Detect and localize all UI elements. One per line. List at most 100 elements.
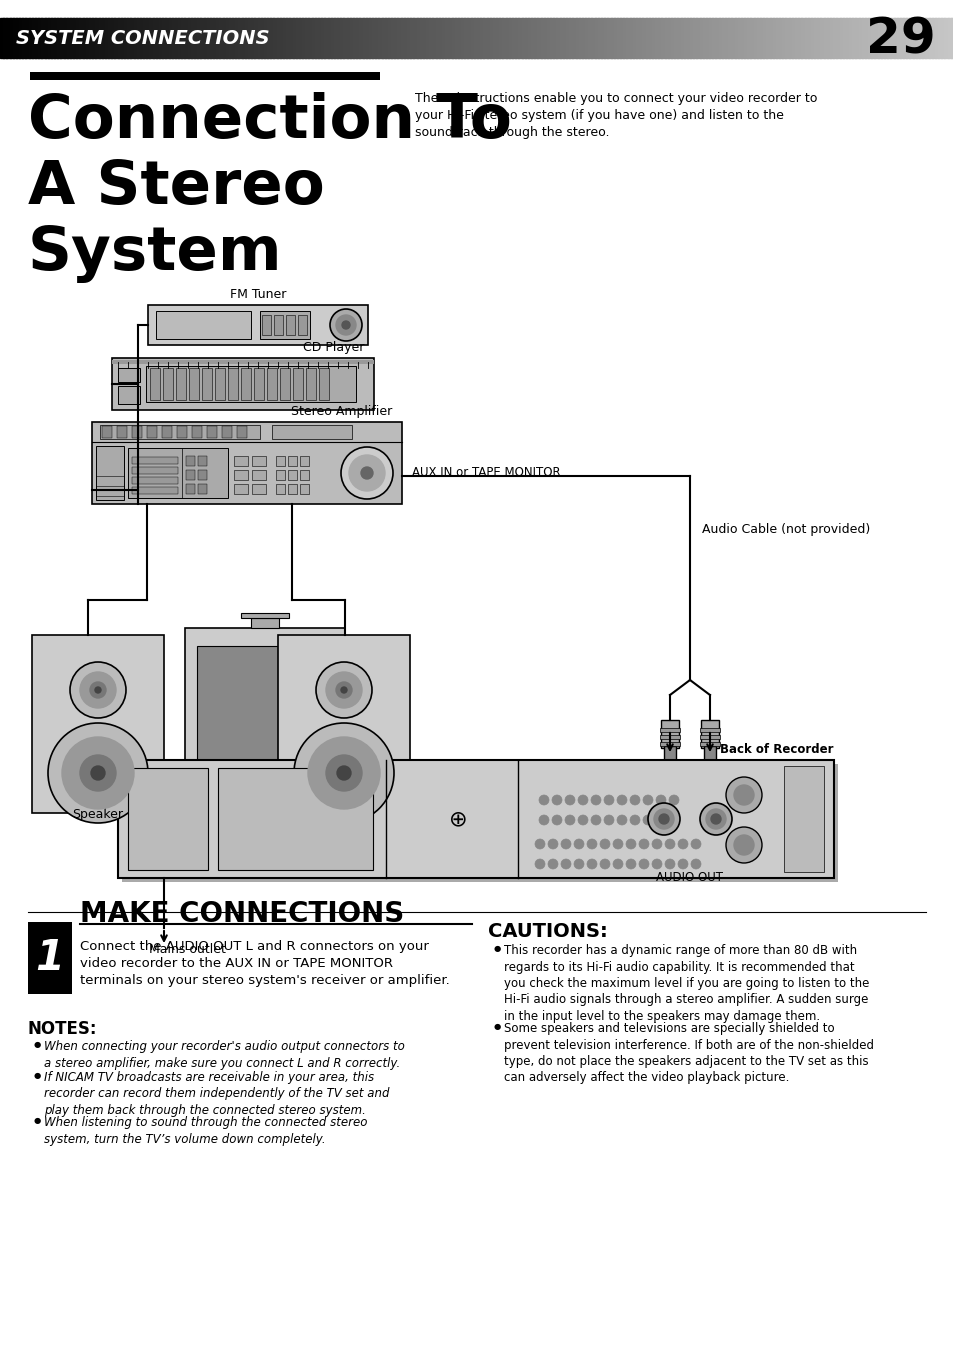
- Bar: [498, 18, 503, 58]
- Bar: [783, 766, 823, 871]
- Bar: [372, 18, 375, 58]
- Circle shape: [294, 723, 394, 823]
- Bar: [470, 18, 475, 58]
- Bar: [188, 18, 192, 58]
- Circle shape: [586, 839, 597, 849]
- Circle shape: [349, 455, 385, 491]
- Bar: [664, 18, 668, 58]
- Circle shape: [341, 321, 350, 329]
- Bar: [658, 18, 661, 58]
- Bar: [660, 720, 679, 747]
- Circle shape: [326, 672, 361, 708]
- Bar: [683, 18, 687, 58]
- Bar: [186, 469, 194, 480]
- Bar: [883, 18, 887, 58]
- Bar: [429, 18, 433, 58]
- Bar: [102, 426, 112, 438]
- Bar: [321, 18, 325, 58]
- Circle shape: [678, 839, 687, 849]
- Bar: [253, 368, 264, 401]
- Bar: [772, 18, 776, 58]
- Bar: [203, 18, 208, 58]
- Bar: [251, 618, 278, 629]
- Bar: [743, 18, 747, 58]
- Bar: [32, 635, 164, 813]
- Text: 1: 1: [35, 938, 65, 979]
- Circle shape: [651, 839, 661, 849]
- Bar: [803, 18, 808, 58]
- Bar: [146, 366, 355, 402]
- Bar: [874, 18, 878, 58]
- Bar: [312, 18, 315, 58]
- Bar: [143, 18, 147, 58]
- Text: Connection To: Connection To: [28, 92, 512, 151]
- Bar: [229, 18, 233, 58]
- Circle shape: [560, 859, 571, 869]
- Bar: [388, 18, 392, 58]
- Bar: [346, 18, 351, 58]
- Bar: [639, 18, 642, 58]
- Bar: [128, 448, 228, 498]
- Bar: [184, 18, 189, 58]
- Bar: [861, 18, 865, 58]
- Bar: [331, 18, 335, 58]
- Bar: [299, 469, 309, 480]
- Circle shape: [625, 839, 636, 849]
- Bar: [594, 18, 598, 58]
- Bar: [293, 368, 303, 401]
- Bar: [96, 447, 124, 500]
- Bar: [232, 18, 236, 58]
- Bar: [16, 18, 20, 58]
- Bar: [288, 456, 296, 465]
- Bar: [613, 18, 618, 58]
- Text: ●: ●: [494, 1023, 500, 1031]
- Bar: [136, 18, 141, 58]
- Bar: [426, 18, 430, 58]
- Bar: [553, 18, 557, 58]
- Bar: [727, 18, 732, 58]
- Bar: [775, 18, 780, 58]
- Circle shape: [590, 795, 600, 805]
- Bar: [108, 18, 112, 58]
- Circle shape: [586, 859, 597, 869]
- Circle shape: [603, 815, 614, 826]
- Bar: [235, 18, 239, 58]
- Bar: [779, 18, 782, 58]
- Bar: [274, 18, 277, 58]
- Bar: [12, 18, 17, 58]
- Bar: [810, 18, 814, 58]
- Bar: [207, 426, 216, 438]
- Bar: [132, 426, 142, 438]
- Bar: [252, 456, 266, 465]
- Bar: [132, 467, 178, 473]
- Bar: [191, 18, 194, 58]
- Bar: [196, 646, 333, 778]
- Bar: [275, 469, 285, 480]
- Bar: [295, 18, 299, 58]
- Circle shape: [656, 815, 665, 826]
- Bar: [502, 18, 506, 58]
- Bar: [327, 18, 332, 58]
- Text: Stereo Amplifier: Stereo Amplifier: [291, 405, 392, 418]
- Bar: [114, 18, 118, 58]
- Bar: [293, 18, 296, 58]
- Bar: [378, 18, 382, 58]
- Bar: [83, 18, 87, 58]
- Bar: [565, 18, 570, 58]
- Bar: [629, 18, 633, 58]
- Bar: [192, 426, 202, 438]
- Bar: [700, 720, 719, 747]
- Text: Mains outlet: Mains outlet: [149, 943, 226, 956]
- Circle shape: [690, 859, 700, 869]
- Bar: [286, 18, 290, 58]
- Bar: [260, 312, 310, 339]
- Bar: [124, 18, 128, 58]
- Bar: [362, 18, 366, 58]
- Circle shape: [560, 839, 571, 849]
- Bar: [517, 18, 522, 58]
- Bar: [302, 18, 306, 58]
- Circle shape: [340, 447, 393, 499]
- Bar: [193, 18, 198, 58]
- Bar: [198, 456, 207, 465]
- Bar: [457, 18, 461, 58]
